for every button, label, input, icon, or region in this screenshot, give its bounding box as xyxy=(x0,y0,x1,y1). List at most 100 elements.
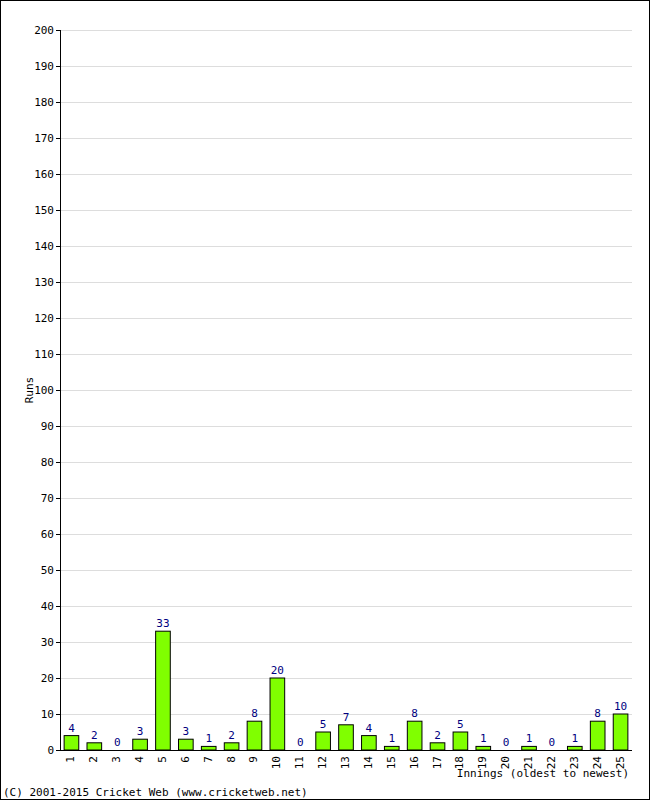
y-tick xyxy=(56,750,60,751)
bar xyxy=(110,750,125,751)
y-tick xyxy=(56,714,60,715)
grid-line xyxy=(60,210,632,211)
y-tick xyxy=(56,462,60,463)
y-tick xyxy=(56,678,60,679)
y-tick-label: 120 xyxy=(34,312,54,325)
footnote: (C) 2001-2015 Cricket Web (www.cricketwe… xyxy=(3,786,308,799)
bar xyxy=(453,732,468,750)
y-tick-label: 100 xyxy=(34,384,54,397)
grid-line xyxy=(60,426,632,427)
data-label: 2 xyxy=(91,729,98,742)
data-label: 3 xyxy=(183,725,190,738)
y-tick xyxy=(56,246,60,247)
bar xyxy=(87,743,102,750)
bar xyxy=(362,736,377,750)
data-label: 1 xyxy=(388,732,395,745)
chart: 0102030405060708090100110120130140150160… xyxy=(0,0,650,800)
x-tick-label: 14 xyxy=(362,756,375,770)
bars xyxy=(64,631,628,750)
data-label: 1 xyxy=(205,732,212,745)
grid-line xyxy=(60,498,632,499)
y-tick xyxy=(56,66,60,67)
bar xyxy=(522,746,537,750)
bar xyxy=(476,746,491,750)
bar xyxy=(201,746,216,750)
x-tick-label: 16 xyxy=(408,756,421,769)
y-tick xyxy=(56,174,60,175)
data-label: 0 xyxy=(114,736,121,749)
y-tick-label: 130 xyxy=(34,276,54,289)
data-label: 4 xyxy=(68,722,75,735)
y-tick-label: 0 xyxy=(47,744,54,757)
y-tick xyxy=(56,138,60,139)
data-label: 8 xyxy=(411,707,418,720)
grid-line xyxy=(60,606,632,607)
x-tick-label: 4 xyxy=(133,756,146,763)
y-axis-label: Runs xyxy=(23,377,36,404)
data-label: 4 xyxy=(366,722,373,735)
grid-line xyxy=(60,102,632,103)
grid-line xyxy=(60,30,632,31)
y-tick-label: 140 xyxy=(34,240,54,253)
data-label: 5 xyxy=(320,718,327,731)
y-tick xyxy=(56,102,60,103)
data-label: 0 xyxy=(503,736,510,749)
y-tick-label: 60 xyxy=(41,528,54,541)
y-tick-label: 150 xyxy=(34,204,54,217)
grid-line xyxy=(60,462,632,463)
bar xyxy=(430,743,445,750)
x-axis xyxy=(60,750,632,751)
bar xyxy=(133,739,148,750)
bar xyxy=(590,721,605,750)
data-label: 0 xyxy=(297,736,304,749)
y-tick-label: 40 xyxy=(41,600,54,613)
bar xyxy=(613,714,628,750)
grid-line xyxy=(60,390,632,391)
bar xyxy=(247,721,262,750)
y-tick xyxy=(56,318,60,319)
x-tick-label: 10 xyxy=(270,756,283,769)
x-tick-label: 7 xyxy=(202,756,215,763)
grid-line xyxy=(60,570,632,571)
x-tick-label: 13 xyxy=(339,756,352,769)
y-tick-label: 30 xyxy=(41,636,54,649)
bar xyxy=(384,746,399,750)
x-tick-label: 3 xyxy=(110,756,123,763)
grid-line xyxy=(60,174,632,175)
bar xyxy=(545,750,560,751)
grid-line xyxy=(60,138,632,139)
data-label: 1 xyxy=(571,732,578,745)
grid-line xyxy=(60,282,632,283)
grid-line xyxy=(60,642,632,643)
x-tick-label: 11 xyxy=(293,756,306,769)
data-label: 5 xyxy=(457,718,464,731)
y-tick xyxy=(56,390,60,391)
y-tick-label: 170 xyxy=(34,132,54,145)
y-tick-label: 110 xyxy=(34,348,54,361)
y-tick xyxy=(56,642,60,643)
y-tick xyxy=(56,534,60,535)
y-tick xyxy=(56,606,60,607)
x-tick-label: 5 xyxy=(156,756,169,763)
x-tick-label: 9 xyxy=(247,756,260,763)
grid-line xyxy=(60,678,632,679)
grid-line xyxy=(60,750,632,751)
y-tick-label: 10 xyxy=(41,708,54,721)
data-label: 0 xyxy=(549,736,556,749)
x-tick-label: 15 xyxy=(385,756,398,769)
bar xyxy=(339,725,354,750)
data-label: 3 xyxy=(137,725,144,738)
data-label: 8 xyxy=(251,707,258,720)
y-tick-label: 200 xyxy=(34,24,54,37)
grid xyxy=(60,31,632,751)
data-label: 10 xyxy=(614,700,627,713)
bar xyxy=(293,750,308,751)
y-tick xyxy=(56,210,60,211)
data-label: 7 xyxy=(343,711,350,724)
grid-line xyxy=(60,534,632,535)
y-tick xyxy=(56,354,60,355)
y-tick xyxy=(56,570,60,571)
bar xyxy=(270,678,285,750)
x-tick-label: 17 xyxy=(431,756,444,769)
data-label: 2 xyxy=(434,729,441,742)
